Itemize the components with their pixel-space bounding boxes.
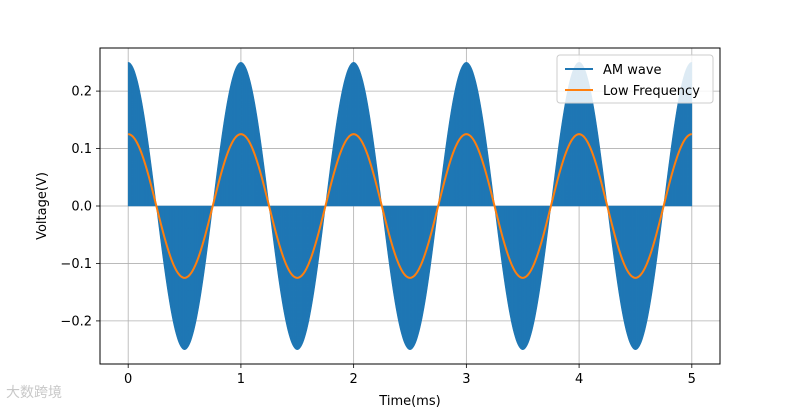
legend-label-am-wave: AM wave xyxy=(603,63,662,78)
x-tick-label: 0 xyxy=(124,372,132,387)
y-tick-label: 0.2 xyxy=(71,85,92,100)
y-tick-label: −0.2 xyxy=(60,314,92,329)
legend-box xyxy=(556,54,714,104)
legend: AM wave Low Frequency xyxy=(556,54,714,104)
watermark-logo: 大数跨境 xyxy=(6,385,62,401)
x-tick-label: 5 xyxy=(688,372,696,387)
y-axis-label: Voltage(V) xyxy=(35,172,50,240)
series-low-frequency xyxy=(128,133,692,279)
y-tick-label: −0.1 xyxy=(60,257,92,272)
y-tick-label: 0.0 xyxy=(71,200,92,215)
axis-ticks: 0 1 2 3 4 5 −0.2 −0.1 0.0 0.1 0.2 xyxy=(60,85,696,387)
y-tick-label: 0.1 xyxy=(71,142,92,157)
x-axis-label: Time(ms) xyxy=(378,394,440,409)
x-tick-label: 1 xyxy=(237,372,245,387)
legend-label-low-frequency: Low Frequency xyxy=(603,84,700,99)
series-layer xyxy=(127,61,693,350)
x-tick-label: 3 xyxy=(462,372,470,387)
x-tick-label: 4 xyxy=(575,372,583,387)
x-tick-label: 2 xyxy=(349,372,357,387)
